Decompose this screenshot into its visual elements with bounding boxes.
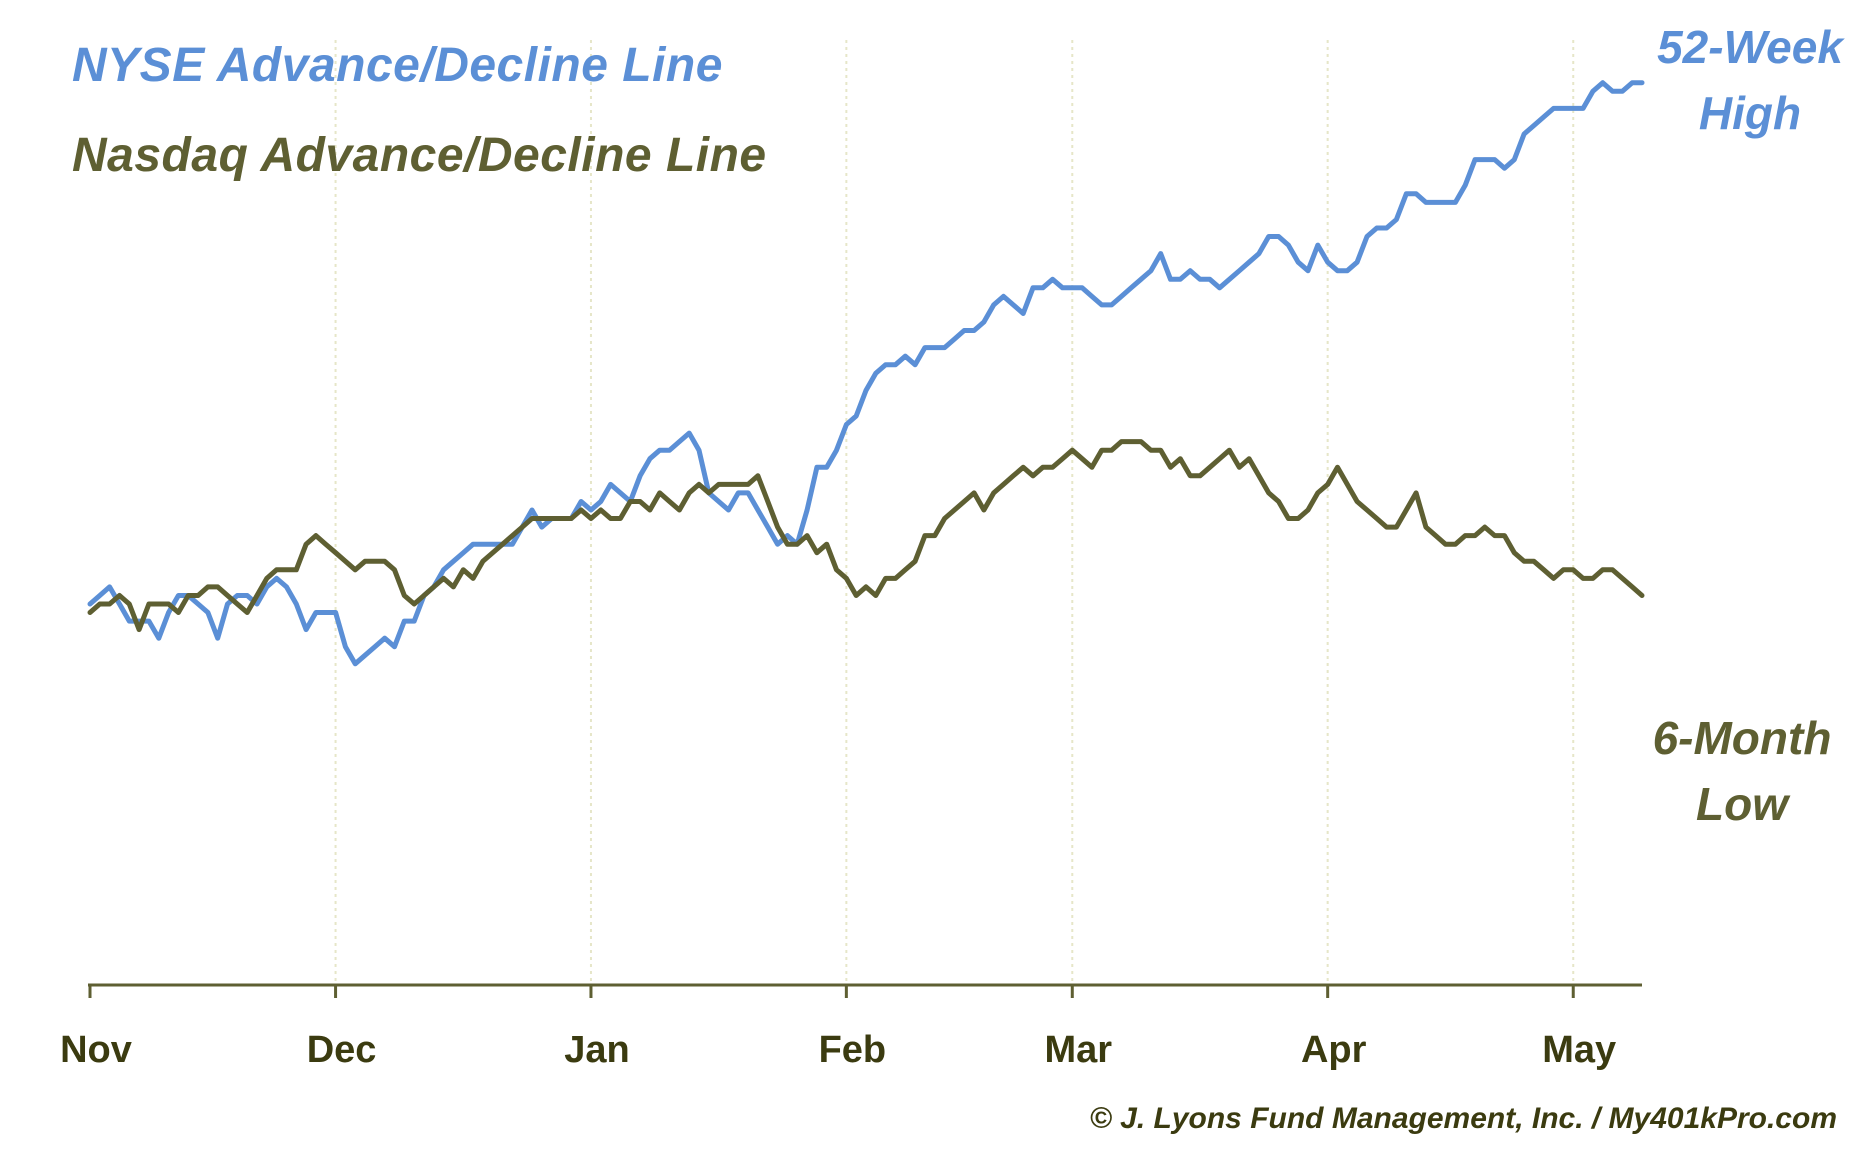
- copyright-footer: © J. Lyons Fund Management, Inc. / My401…: [1089, 1102, 1837, 1135]
- nyse-series-line: [87, 80, 1645, 667]
- tick-label-nov: Nov: [60, 1029, 132, 1071]
- nasdaq-end-label-line1: 6-Month: [1652, 712, 1832, 764]
- x-axis-ticks: [88, 985, 1575, 998]
- tick-label-apr: Apr: [1301, 1029, 1367, 1071]
- nyse-end-label: 52-Week High: [1640, 14, 1860, 146]
- nasdaq-series-line: [87, 439, 1645, 633]
- tick-label-mar: Mar: [1044, 1029, 1112, 1071]
- legend-nasdaq: Nasdaq Advance/Decline Line: [72, 129, 767, 182]
- tick-label-jan: Jan: [564, 1029, 629, 1071]
- nasdaq-end-label-line2: Low: [1696, 778, 1788, 830]
- legend-nyse: NYSE Advance/Decline Line: [72, 39, 723, 92]
- nyse-end-label-line1: 52-Week: [1657, 21, 1843, 73]
- tick-label-dec: Dec: [307, 1029, 377, 1071]
- x-axis-tick-labels: Nov Dec Jan Feb Mar Apr May: [60, 1029, 1616, 1071]
- tick-label-may: May: [1542, 1029, 1616, 1071]
- tick-label-feb: Feb: [819, 1029, 887, 1071]
- nasdaq-end-label: 6-Month Low: [1632, 705, 1852, 837]
- nyse-end-label-line2: High: [1698, 87, 1802, 139]
